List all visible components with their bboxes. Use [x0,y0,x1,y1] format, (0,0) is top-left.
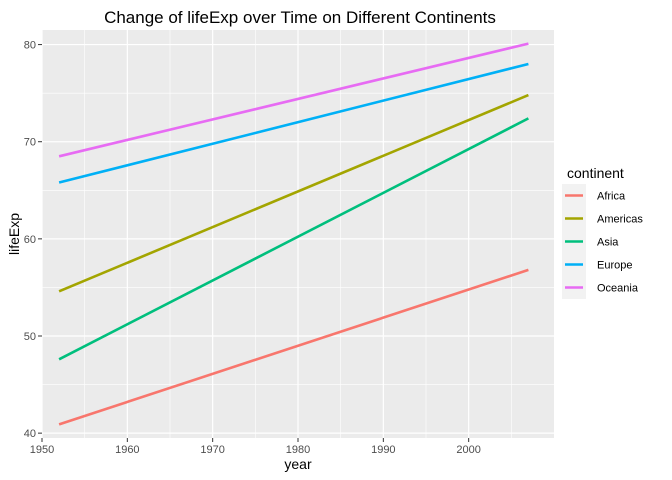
x-tick-label-2: 1970 [200,444,224,456]
legend-items: Africa Americas Asia Europe Oceania [562,184,643,299]
legend-label-europe: Europe [597,260,632,272]
y-axis-title: lifeExp [6,213,22,255]
x-tick-label-5: 2000 [456,444,480,456]
chart-title: Change of lifeExp over Time on Different… [104,8,496,27]
legend-title: continent [567,165,624,181]
series-lines [58,42,529,426]
y-tick-label-4: 80 [24,40,36,52]
major-gridlines [41,30,554,438]
legend-label-asia: Asia [597,237,619,249]
x-tick-label-0: 1950 [30,444,54,456]
y-tick-label-3: 70 [24,137,36,149]
series-line-africa [58,268,529,426]
x-tick-label-3: 1980 [286,444,310,456]
y-tick-label-0: 40 [24,428,36,440]
legend-label-oceania: Oceania [597,283,639,295]
x-axis-title: year [284,456,312,472]
series-line-asia [58,117,529,361]
series-line-europe [58,62,529,184]
legend: continent Africa Americas Asia Europe Oceani… [562,165,643,299]
series-line-americas [58,93,529,293]
x-tick-label-4: 1990 [371,444,395,456]
y-axis-ticks: 40 50 60 70 80 [24,40,42,440]
series-line-oceania [58,42,529,158]
x-axis-ticks: 1950 1960 1970 1980 1990 2000 [30,438,481,456]
y-tick-label-2: 60 [24,234,36,246]
x-tick-label-1: 1960 [115,444,139,456]
legend-label-africa: Africa [597,191,626,203]
y-tick-label-1: 50 [24,331,36,343]
legend-label-americas: Americas [597,214,643,226]
